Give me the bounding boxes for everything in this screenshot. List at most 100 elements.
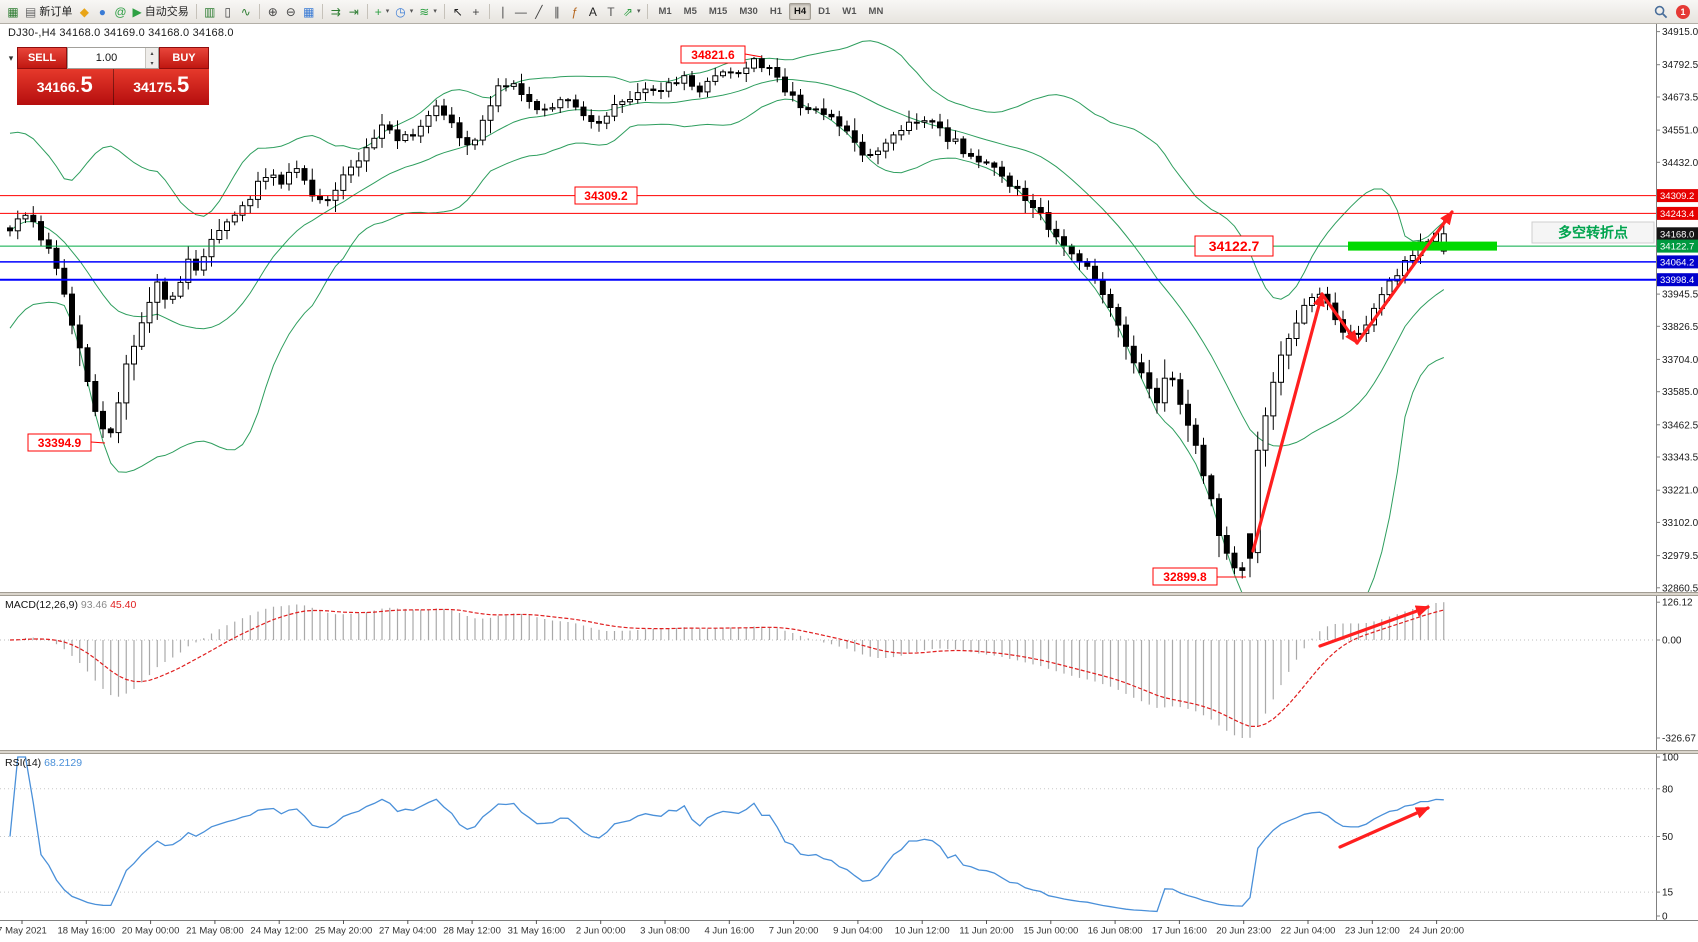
zoom-in-icon[interactable]: ⊕ (264, 2, 282, 22)
fibonacci-icon[interactable]: ƒ (566, 2, 584, 22)
trendline-icon-glyph: ╱ (535, 4, 543, 19)
macd-label: MACD(12,26,9) 93.46 45.40 (5, 599, 137, 611)
profile-icon[interactable]: ● (93, 2, 111, 22)
timeframe-m5[interactable]: M5 (683, 6, 697, 17)
svg-text:31 May 16:00: 31 May 16:00 (508, 926, 566, 937)
trend-arrow[interactable] (1320, 292, 1359, 345)
macd-indicator (0, 602, 1656, 738)
volume-decrease-icon[interactable]: ▾ (146, 58, 158, 68)
label-icon[interactable]: T (602, 2, 620, 22)
indicators-button[interactable]: ≋ ▾ (416, 2, 440, 22)
crosshair-icon[interactable]: + (467, 2, 485, 22)
price-callout-32899.8[interactable]: 32899.8 (1152, 567, 1246, 586)
mql5-market-icon[interactable]: ◆ (75, 2, 93, 22)
cursor-icon[interactable]: ↖ (449, 2, 467, 22)
timeframe-mn[interactable]: MN (868, 6, 884, 17)
collapse-trade-panel-icon[interactable]: ▾ (8, 52, 14, 63)
autoscroll-icon[interactable]: ⇉ (327, 2, 345, 22)
chart-shift-icon[interactable]: ⇥ (345, 2, 363, 22)
macd-trend-arrow[interactable] (1318, 605, 1430, 648)
shapes-button-dropdown-icon[interactable]: ▾ (636, 7, 641, 15)
svg-text:15: 15 (1662, 888, 1674, 899)
trade-panel-prices: 34166. 5 34175. 5 (17, 69, 209, 105)
price-callout-33394.9[interactable]: 33394.9 (27, 433, 106, 452)
turning-point-annotation[interactable]: 多空转折点 (1531, 221, 1655, 244)
svg-text:0: 0 (1662, 912, 1668, 923)
new-chart-button-dropdown-icon[interactable]: ▾ (385, 7, 390, 15)
svg-text:27 May 04:00: 27 May 04:00 (379, 926, 437, 937)
support-highlight-bar[interactable] (1348, 241, 1497, 251)
horizontal-line-icon-glyph: — (514, 4, 527, 19)
channel-icon[interactable]: ∥ (548, 2, 566, 22)
panel-separator[interactable] (0, 592, 1698, 596)
sell-price-big-digit: 5 (80, 72, 93, 97)
timeframe-w1[interactable]: W1 (842, 6, 857, 17)
trend-arrow[interactable] (1355, 210, 1454, 345)
indicators-glyph: ≋ (419, 4, 430, 19)
timeframe-m1[interactable]: M1 (658, 6, 672, 17)
volume-input[interactable] (68, 48, 145, 68)
chart-window-icon-glyph: ▦ (7, 4, 19, 19)
trend-arrow[interactable] (1251, 292, 1325, 553)
horizontal-line-icon[interactable]: — (512, 2, 530, 22)
line-chart-icon-glyph: ∿ (240, 4, 251, 19)
svg-text:20 May 00:00: 20 May 00:00 (122, 926, 180, 937)
time-axis-labels[interactable]: 7 May 2021 18 May 16:00 20 May 00:00 21 May… (0, 920, 1464, 937)
svg-text:15 Jun 00:00: 15 Jun 00:00 (1023, 926, 1078, 937)
fibonacci-icon-glyph: ƒ (571, 4, 579, 19)
volume-stepper[interactable]: ▴ ▾ (67, 47, 159, 69)
shapes-button[interactable]: ⇗ ▾ (620, 2, 644, 22)
chart-symbol-info: DJ30-,H4 34168.0 34169.0 34168.0 34168.0 (8, 27, 234, 39)
autotrade-button[interactable]: ▶ 自动交易 (130, 2, 192, 22)
volume-increase-icon[interactable]: ▴ (146, 48, 158, 58)
notification-badge[interactable]: 1 (1676, 4, 1690, 19)
panel-separator[interactable] (0, 750, 1698, 754)
svg-text:33221.0: 33221.0 (1662, 486, 1698, 497)
channel-icon-glyph: ∥ (553, 4, 560, 19)
bar-chart-icon-glyph: ▥ (204, 4, 216, 19)
community-icon[interactable]: @ (111, 2, 129, 22)
timeframe-m15[interactable]: M15 (708, 6, 728, 17)
svg-text:4 Jun 16:00: 4 Jun 16:00 (704, 926, 754, 937)
candle-chart-icon[interactable]: ▯ (219, 2, 237, 22)
sell-button[interactable]: SELL (17, 47, 67, 69)
indicators-button-dropdown-icon[interactable]: ▾ (433, 7, 437, 15)
price-callout-34821.6[interactable]: 34821.6 (680, 45, 763, 64)
text-icon[interactable]: A (584, 2, 602, 22)
period-button-dropdown-icon[interactable]: ▾ (409, 7, 414, 15)
candlestick-series (7, 55, 1447, 579)
svg-text:33394.9: 33394.9 (38, 436, 82, 450)
rsi-trend-arrow[interactable] (1338, 806, 1430, 849)
buy-button[interactable]: BUY (159, 47, 209, 69)
chart-plot-area[interactable] (0, 24, 1656, 592)
zoom-out-icon[interactable]: ⊖ (282, 2, 300, 22)
line-chart-icon[interactable]: ∿ (237, 2, 255, 22)
toolbar-separator (366, 4, 368, 19)
bollinger-lower-band (9, 98, 1444, 592)
buy-price[interactable]: 34175. 5 (113, 69, 209, 105)
svg-text:24 May 12:00: 24 May 12:00 (250, 926, 308, 937)
svg-text:34432.0: 34432.0 (1662, 158, 1698, 169)
price-callout-34309.2[interactable]: 34309.2 (574, 186, 638, 205)
price-callout-34122.7[interactable]: 34122.7 (1194, 235, 1274, 257)
bar-chart-icon[interactable]: ▥ (201, 2, 219, 22)
new-order-button[interactable]: ▤ 新订单 (22, 2, 75, 22)
timeframe-h4[interactable]: H4 (788, 3, 812, 20)
svg-text:80: 80 (1662, 784, 1674, 795)
main-toolbar: ▦ ▤ 新订单 ◆ ● @ ▶ 自动交易 ▥ ▯ ∿ ⊕ ⊖ ▦ ⇉ ⇥ + ▾ ◷ ▾ ≋ ▾ ↖ + ∣ — ╱ ∥ ƒ A T ⇗ ▾ M1… (0, 0, 1698, 24)
svg-text:34122.7: 34122.7 (1209, 238, 1260, 254)
trendline-icon[interactable]: ╱ (530, 2, 548, 22)
timeframe-d1[interactable]: D1 (818, 6, 831, 17)
vertical-line-icon[interactable]: ∣ (494, 2, 512, 22)
chart-window-icon[interactable]: ▦ (4, 2, 22, 22)
new-chart-button[interactable]: + ▾ (372, 2, 393, 22)
svg-text:25 May 20:00: 25 May 20:00 (315, 926, 373, 937)
rsi-indicator (0, 756, 1656, 913)
period-button[interactable]: ◷ ▾ (392, 2, 416, 22)
search-icon[interactable] (1654, 5, 1668, 19)
buy-price-main: 34175. (133, 79, 177, 95)
tile-windows-icon[interactable]: ▦ (300, 2, 318, 22)
sell-price[interactable]: 34166. 5 (17, 69, 114, 105)
timeframe-m30[interactable]: M30 (739, 6, 758, 17)
timeframe-h1[interactable]: H1 (769, 6, 782, 17)
